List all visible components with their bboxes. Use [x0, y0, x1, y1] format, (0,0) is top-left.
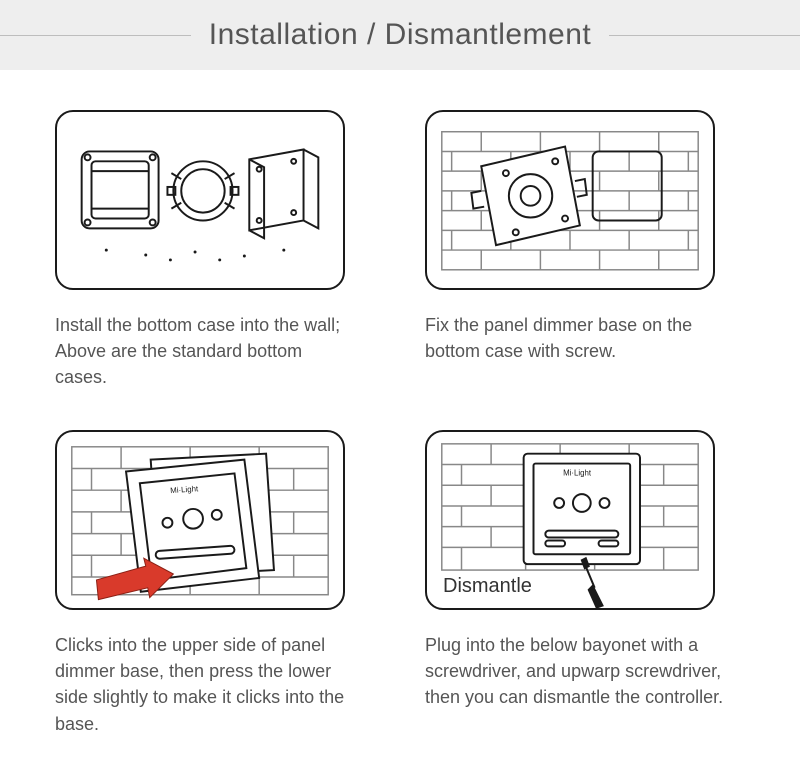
step-1-illustration — [55, 110, 345, 290]
dismantle-label: Dismantle — [439, 573, 536, 600]
step-3-illustration: Mi·Light — [55, 430, 345, 610]
step-3: Mi·Light Clicks into the upper side of p… — [55, 430, 375, 736]
fix-base-icon — [427, 112, 713, 290]
step-4-caption: Plug into the below bayonet with a screw… — [425, 632, 725, 710]
click-in-icon: Mi·Light — [57, 432, 343, 610]
page-header: Installation / Dismantlement — [0, 0, 800, 70]
page-title: Installation / Dismantlement — [191, 18, 610, 52]
svg-text:Mi·Light: Mi·Light — [563, 469, 592, 478]
step-4-illustration: Mi·Light Dismantle — [425, 430, 715, 610]
header-rule-right — [609, 35, 800, 36]
step-2-caption: Fix the panel dimmer base on the bottom … — [425, 312, 725, 364]
step-4: Mi·Light Dismantle Plug into the below b… — [425, 430, 745, 736]
step-3-caption: Clicks into the upper side of panel dimm… — [55, 632, 355, 736]
steps-grid: Install the bottom case into the wall; A… — [0, 70, 800, 767]
header-rule-left — [0, 35, 191, 36]
step-2-illustration — [425, 110, 715, 290]
step-2: Fix the panel dimmer base on the bottom … — [425, 110, 745, 390]
bottom-cases-icon — [57, 112, 343, 290]
step-1: Install the bottom case into the wall; A… — [55, 110, 375, 390]
step-1-caption: Install the bottom case into the wall; A… — [55, 312, 355, 390]
